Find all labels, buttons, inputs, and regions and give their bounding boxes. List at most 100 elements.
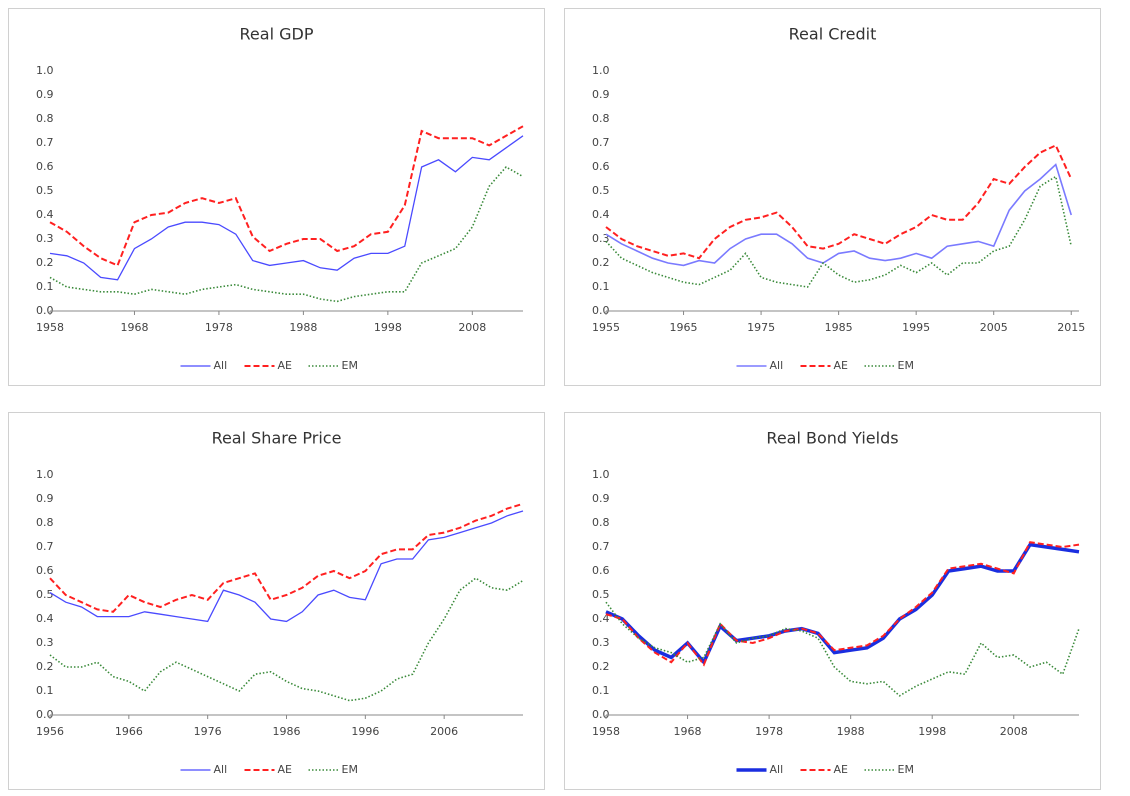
y-tick-label: 0.5 xyxy=(36,184,54,197)
legend-label: AE xyxy=(834,359,849,372)
y-tick-label: 0.0 xyxy=(592,708,610,721)
x-tick-label: 2006 xyxy=(430,725,458,738)
y-tick-label: 0.5 xyxy=(592,588,610,601)
x-tick-label: 1968 xyxy=(674,725,702,738)
y-tick-label: 0.2 xyxy=(592,660,610,673)
chart-panel: Real Share Price 0.0 0.1 0.2 0.3 0.4 0.5 0.6 0.7… xyxy=(8,412,545,790)
y-tick-label: 0.3 xyxy=(592,232,610,245)
x-tick-label: 2015 xyxy=(1057,321,1085,334)
y-tick-label: 0.7 xyxy=(36,136,54,149)
x-tick-label: 1958 xyxy=(592,725,620,738)
y-tick-label: 1.0 xyxy=(36,468,54,481)
legend-label: All xyxy=(214,359,228,372)
x-tick-label: 1988 xyxy=(289,321,317,334)
y-tick-label: 0.6 xyxy=(36,564,54,577)
x-tick-label: 1958 xyxy=(36,321,64,334)
chart-panel: Real GDP 0.0 0.1 0.2 0.3 0.4 0.5 0.6 0.7 0.8 0.9 1.… xyxy=(8,8,545,386)
y-tick-label: 0.4 xyxy=(36,208,54,221)
x-tick-label: 1998 xyxy=(918,725,946,738)
x-tick-label: 1988 xyxy=(837,725,865,738)
legend-label: EM xyxy=(342,763,358,776)
x-tick-label: 1978 xyxy=(205,321,233,334)
y-tick-label: 0.5 xyxy=(36,588,54,601)
y-tick-label: 0.5 xyxy=(592,184,610,197)
series-line xyxy=(49,135,524,281)
series-line xyxy=(605,541,1080,667)
chart-title: Real Credit xyxy=(789,25,877,44)
x-tick-label: 1986 xyxy=(273,725,301,738)
x-tick-label: 1985 xyxy=(825,321,853,334)
x-tick-label: 1975 xyxy=(747,321,775,334)
y-tick-label: 0.3 xyxy=(592,636,610,649)
panel-border xyxy=(564,412,1101,790)
y-tick-label: 1.0 xyxy=(592,64,610,77)
series-line xyxy=(605,144,1073,260)
y-tick-label: 0.9 xyxy=(36,492,54,505)
y-tick-label: 0.7 xyxy=(592,540,610,553)
y-tick-label: 0.3 xyxy=(36,636,54,649)
x-tick-label: 2008 xyxy=(1000,725,1028,738)
legend-label: All xyxy=(770,763,784,776)
y-tick-label: 0.7 xyxy=(592,136,610,149)
series-line xyxy=(49,502,524,613)
y-tick-label: 0.1 xyxy=(36,684,54,697)
y-tick-label: 0.6 xyxy=(592,160,610,173)
y-tick-label: 0.0 xyxy=(592,304,610,317)
legend-label: AE xyxy=(278,359,293,372)
y-tick-label: 0.3 xyxy=(36,232,54,245)
x-tick-label: 2008 xyxy=(458,321,486,334)
y-tick-label: 0.8 xyxy=(36,516,54,529)
panel-border xyxy=(8,412,545,790)
chart-title: Real Bond Yields xyxy=(766,429,898,448)
y-tick-label: 0.1 xyxy=(592,684,610,697)
x-tick-label: 1966 xyxy=(115,725,143,738)
series-line xyxy=(49,510,524,623)
y-tick-label: 0.2 xyxy=(36,660,54,673)
x-tick-label: 2005 xyxy=(980,321,1008,334)
x-tick-label: 1956 xyxy=(36,725,64,738)
x-tick-label: 1995 xyxy=(902,321,930,334)
legend-label: AE xyxy=(278,763,293,776)
x-tick-label: 1955 xyxy=(592,321,620,334)
y-tick-label: 1.0 xyxy=(36,64,54,77)
y-tick-label: 0.8 xyxy=(592,112,610,125)
panel-border xyxy=(8,8,545,386)
y-tick-label: 0.0 xyxy=(36,708,54,721)
y-tick-label: 0.8 xyxy=(36,112,54,125)
legend-label: All xyxy=(770,359,784,372)
series-line xyxy=(605,163,1073,267)
chart-title: Real Share Price xyxy=(212,429,342,448)
y-tick-label: 0.4 xyxy=(592,612,610,625)
y-tick-label: 0.6 xyxy=(36,160,54,173)
y-tick-label: 0.4 xyxy=(592,208,610,221)
chart-panel: Real Bond Yields 0.0 0.1 0.2 0.3 0.4 0.5 0.6 0.7… xyxy=(564,412,1101,790)
y-tick-label: 0.2 xyxy=(36,256,54,269)
series-line xyxy=(605,601,1080,697)
y-tick-label: 0.1 xyxy=(36,280,54,293)
legend-label: All xyxy=(214,763,228,776)
chart-panel: Real Credit 0.0 0.1 0.2 0.3 0.4 0.5 0.6 0.7 0.8 0.… xyxy=(564,8,1101,386)
y-tick-label: 0.1 xyxy=(592,280,610,293)
x-tick-label: 1976 xyxy=(194,725,222,738)
y-tick-label: 0.6 xyxy=(592,564,610,577)
y-tick-label: 0.2 xyxy=(592,256,610,269)
legend-label: EM xyxy=(898,359,914,372)
legend-label: EM xyxy=(342,359,358,372)
y-tick-label: 0.4 xyxy=(36,612,54,625)
panel-border xyxy=(564,8,1101,386)
y-tick-label: 1.0 xyxy=(592,468,610,481)
x-tick-label: 1978 xyxy=(755,725,783,738)
legend-label: EM xyxy=(898,763,914,776)
y-tick-label: 0.9 xyxy=(592,492,610,505)
legend-label: AE xyxy=(834,763,849,776)
x-tick-label: 1998 xyxy=(374,321,402,334)
y-tick-label: 0.0 xyxy=(36,304,54,317)
y-tick-label: 0.9 xyxy=(36,88,54,101)
series-line xyxy=(49,165,524,303)
x-tick-label: 1996 xyxy=(351,725,379,738)
x-tick-label: 1968 xyxy=(120,321,148,334)
y-tick-label: 0.9 xyxy=(592,88,610,101)
y-tick-label: 0.7 xyxy=(36,540,54,553)
x-tick-label: 1965 xyxy=(670,321,698,334)
